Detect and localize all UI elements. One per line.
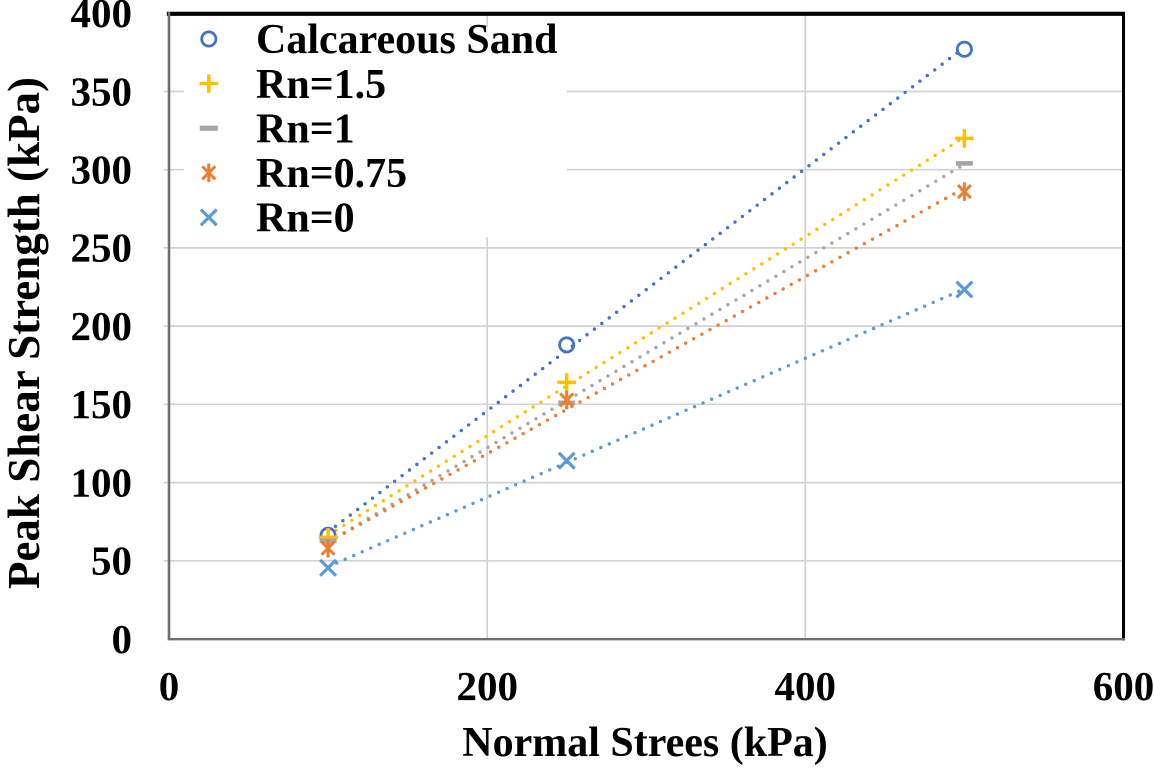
svg-text:150: 150 — [71, 381, 133, 427]
svg-text:Normal Strees (kPa): Normal Strees (kPa) — [462, 720, 827, 766]
svg-text:0: 0 — [159, 663, 180, 709]
svg-text:100: 100 — [71, 459, 133, 505]
svg-text:Calcareous Sand: Calcareous Sand — [256, 17, 557, 63]
svg-text:400: 400 — [71, 0, 133, 36]
svg-text:300: 300 — [71, 147, 133, 193]
svg-text:Rn=0: Rn=0 — [256, 196, 355, 242]
svg-text:Rn=0.75: Rn=0.75 — [256, 151, 407, 197]
svg-text:Peak Shear Strength (kPa): Peak Shear Strength (kPa) — [0, 77, 49, 589]
svg-text:200: 200 — [71, 303, 133, 349]
svg-text:50: 50 — [91, 538, 132, 584]
svg-text:200: 200 — [456, 663, 518, 709]
svg-text:Rn=1.5: Rn=1.5 — [256, 62, 386, 108]
svg-text:350: 350 — [71, 68, 133, 114]
svg-text:600: 600 — [1093, 663, 1154, 709]
svg-text:Rn=1: Rn=1 — [256, 106, 355, 152]
svg-text:400: 400 — [775, 663, 837, 709]
svg-text:250: 250 — [71, 225, 133, 271]
svg-text:0: 0 — [112, 616, 133, 662]
